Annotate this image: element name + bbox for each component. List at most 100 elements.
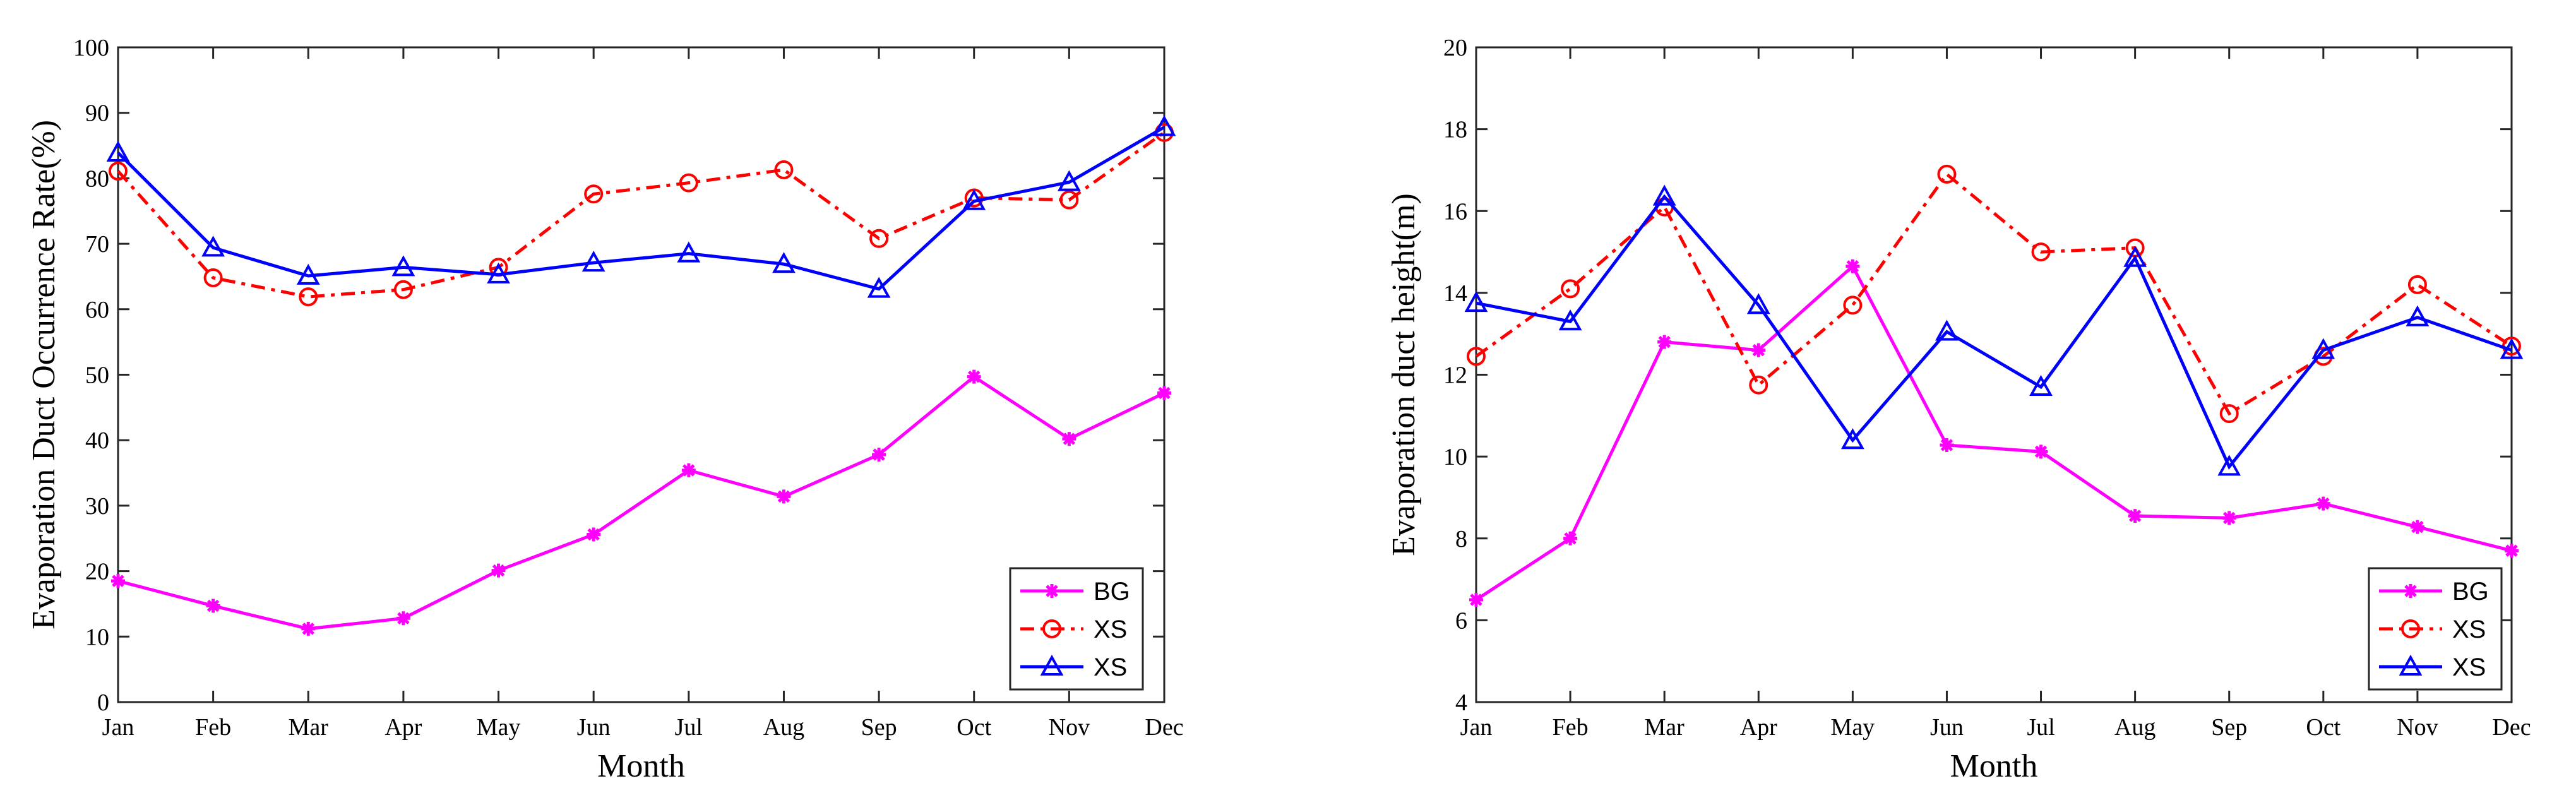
legend-label: BG [2452,578,2489,605]
series-0-bg [1469,259,2519,607]
series-1-xs [1467,164,2521,424]
data-point [872,448,886,462]
series-line [117,126,1166,291]
data-point [391,255,415,277]
series-line [117,131,1166,299]
data-point [1840,428,1864,450]
x-tick-label: Jun [1930,714,1964,741]
plot-area-frame [1475,46,2513,703]
legend-label: XS [2452,653,2486,681]
data-point [1469,592,1483,607]
data-point [2128,509,2142,523]
data-point [1157,386,1171,400]
data-point [1152,115,1176,136]
data-point [587,527,601,542]
y-tick-label: 8 [1455,526,1467,552]
data-point [299,287,318,307]
x-axis-label: Month [597,748,685,784]
y-tick-label: 90 [85,100,109,127]
legend-marker [1040,654,1064,676]
data-point [2123,246,2147,267]
y-axis-label: Evaporation duct height(m) [1386,193,1422,556]
data-point [109,161,128,181]
y-tick-label: 12 [1443,362,1467,389]
data-point [1558,309,1582,331]
x-tick-label: Apr [385,714,422,741]
y-tick-label: 16 [1443,198,1467,225]
data-point [2500,338,2524,359]
x-tick-label: Feb [195,714,231,741]
data-point [677,241,701,263]
legend-marker [2399,654,2423,676]
y-tick-label: 18 [1443,117,1467,143]
data-point [774,160,794,179]
y-tick-label: 10 [85,624,109,650]
legend-label: XS [1094,653,1127,681]
data-point [681,463,696,477]
duct-height-chart: 4 6 8 10 12 14 16 18 20 Jan Feb Mar Apr May Jun Jul Aug S… [1361,0,2576,805]
y-tick-label: 20 [85,559,109,585]
y-tick-label: 30 [85,493,109,520]
x-tick-label: Feb [1553,714,1589,741]
x-tick-label: Oct [2306,714,2340,741]
y-tick-label: 14 [1443,280,1467,307]
occurrence-rate-chart-svg: 0 10 20 30 40 50 60 70 80 90 100 Jan Feb Mar Apr May Jun… [26,35,1184,784]
data-point [1059,190,1079,210]
x-tick-label: Oct [957,714,991,741]
legend-label: XS [1094,616,1127,643]
y-tick-label: 60 [85,297,109,323]
legend: BG XS XS [1009,567,1144,691]
data-point [2505,544,2519,558]
y-tick-label: 20 [1443,35,1467,61]
legend-label: XS [2452,616,2486,643]
series-0-bg [111,369,1171,636]
data-point [772,252,796,273]
data-point [867,277,891,298]
data-point [2034,444,2048,459]
data-point [1561,279,1580,299]
data-point [1937,164,1957,184]
y-tick-label: 0 [97,689,109,716]
data-point [1749,375,1768,395]
legend-marker [2404,584,2418,598]
series-line [1475,172,2513,416]
plot-area-frame [117,46,1166,703]
data-point [1935,319,1959,341]
y-tick-label: 10 [1443,444,1467,470]
y-tick-label: 6 [1455,607,1467,634]
data-point [581,251,605,272]
data-point [106,140,130,162]
series-2-xs [106,115,1176,298]
data-point [869,229,889,248]
x-tick-label: Jul [2027,714,2054,741]
data-point [1940,438,1954,452]
data-point [584,184,604,204]
data-point [393,280,413,299]
occurrence-rate-chart: 0 10 20 30 40 50 60 70 80 90 100 Jan Feb Mar Apr May Jun… [26,35,1184,784]
series-line [1475,263,2512,602]
legend: BG XS XS [2368,567,2503,691]
data-point [1657,335,1672,349]
data-point [1467,347,1486,366]
data-point [2407,275,2427,294]
data-point [2406,305,2430,326]
x-tick-label: Mar [1645,714,1685,741]
data-point [491,563,506,578]
y-tick-label: 80 [85,165,109,192]
data-point [487,262,510,283]
data-point [967,369,981,384]
y-tick-label: 50 [85,362,109,389]
y-axis-label: Evaporation Duct Occurrence Rate(%) [26,120,62,629]
data-point [1062,432,1076,446]
data-point [2031,242,2051,262]
x-tick-label: Mar [289,714,329,741]
x-tick-label: Sep [861,714,897,741]
data-point [396,611,410,626]
data-point [1057,170,1081,191]
x-tick-label: Jan [102,714,134,741]
x-tick-label: Jul [675,714,703,741]
x-tick-label: Dec [1145,714,1183,741]
data-point [1846,259,1860,273]
data-point [2311,338,2335,359]
x-tick-label: Aug [763,714,804,741]
